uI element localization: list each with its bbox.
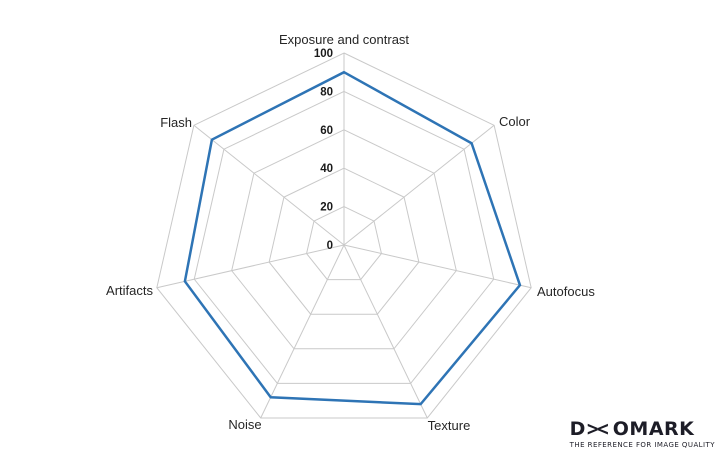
radar-spoke — [343, 244, 532, 289]
radar-category-label: Autofocus — [537, 284, 595, 299]
logo-x-glyph: >< — [585, 418, 610, 440]
radar-category-label: Flash — [160, 115, 192, 130]
radar-category-label: Artifacts — [106, 283, 153, 298]
radar-grid-ring — [193, 90, 495, 384]
radar-spoke — [343, 124, 495, 246]
radar-category-label: Color — [499, 114, 531, 129]
radar-grid-ring — [231, 129, 457, 350]
radar-tick-label: 20 — [320, 202, 333, 214]
radar-spoke — [260, 244, 345, 419]
radar-spoke — [156, 244, 345, 289]
radar-tick-label: 80 — [320, 86, 333, 98]
radar-tick-label: 60 — [320, 125, 333, 137]
radar-grid-ring — [156, 52, 532, 419]
radar-spoke — [193, 124, 345, 246]
radar-spoke — [343, 244, 428, 419]
dxomark-tagline: THE REFERENCE FOR IMAGE QUALITY — [569, 441, 715, 449]
radar-tick-label: 0 — [327, 240, 333, 252]
radar-tick-label: 100 — [314, 48, 333, 60]
radar-category-label: Exposure and contrast — [279, 32, 409, 47]
logo-letter-d: D — [569, 418, 586, 440]
dxomark-logo: D>< OMARK THE REFERENCE FOR IMAGE QUALITY — [569, 420, 715, 450]
dxomark-wordmark: D>< OMARK — [570, 420, 715, 439]
radar-category-label: Texture — [428, 418, 471, 433]
radar-tick-label: 40 — [320, 163, 333, 175]
logo-mark-text: OMARK — [612, 418, 695, 440]
radar-data-polygon — [183, 70, 522, 406]
radar-grid-ring — [268, 167, 420, 315]
radar-category-label: Noise — [228, 417, 261, 432]
radar-grid-ring — [306, 206, 382, 281]
